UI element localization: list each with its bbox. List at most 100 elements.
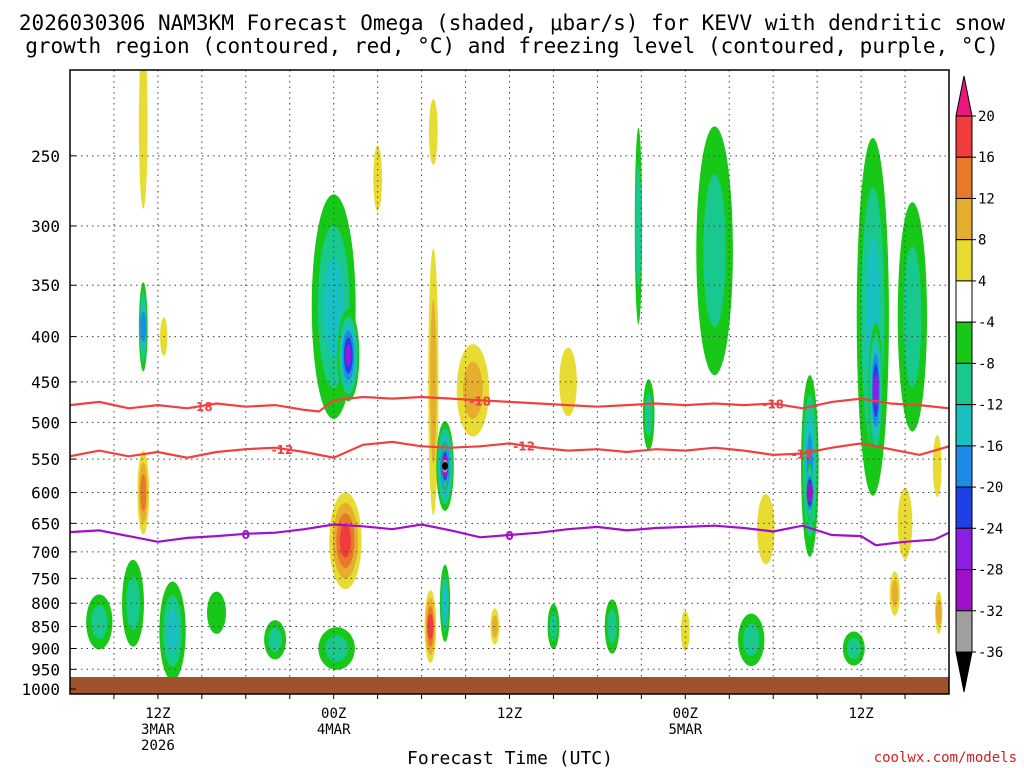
x-tick-label: 12Z — [497, 706, 522, 722]
omega-shading — [86, 70, 943, 681]
chart-title-line1: 2026030306 NAM3KM Forecast Omega (shaded… — [19, 11, 1006, 35]
omega-cell — [932, 435, 942, 497]
y-tick-label: 500 — [31, 413, 60, 432]
x-tick-label: 12Z — [145, 706, 170, 722]
x-tick-label: 3MAR — [141, 722, 175, 738]
y-tick-label: 400 — [31, 328, 60, 347]
omega-cell — [897, 487, 913, 559]
contour-line — [70, 395, 949, 413]
colorbar: 20 16 12 8 4 -4 -8 -12 -16 -20 -24 -28 -32 -36 — [955, 75, 1003, 693]
omega-cell — [206, 591, 227, 634]
y-tick-label: 800 — [31, 594, 60, 613]
omega-cell — [607, 609, 617, 644]
omega-cell — [935, 599, 942, 626]
omega-cell — [140, 473, 147, 512]
contour-line — [70, 440, 949, 459]
omega-cell — [743, 623, 760, 657]
colorbar-segment — [955, 610, 973, 653]
colorbar-segment — [955, 569, 973, 612]
colorbar-tick-label: 4 — [978, 274, 986, 290]
contour-label: -12 — [513, 440, 535, 454]
colorbar-segment — [955, 239, 973, 282]
colorbar-tick-label: 16 — [978, 150, 995, 166]
colorbar-tick-label: -4 — [978, 315, 995, 331]
x-tick-label: 00Z — [673, 706, 698, 722]
x-tick-label: 4MAR — [317, 722, 351, 738]
y-tick-label: 600 — [31, 484, 60, 503]
plot-area: -18 -18 -18 -12 -12 -12 0 0 — [69, 69, 950, 695]
omega-cell — [166, 609, 179, 654]
y-tick-label: 1000 — [21, 680, 60, 699]
colorbar-tick-label: -16 — [978, 439, 1003, 455]
omega-cell — [462, 361, 483, 419]
contour-label: -18 — [191, 400, 213, 414]
colorbar-segment — [955, 280, 973, 323]
y-tick-label: 750 — [31, 569, 60, 588]
ground-strip — [70, 677, 949, 694]
omega-cell — [757, 494, 775, 565]
colorbar-tick-label: -36 — [978, 645, 1003, 661]
omega-cell — [903, 246, 922, 388]
colorbar-tick-label: 12 — [978, 191, 995, 207]
omega-cell — [339, 523, 352, 558]
colorbar-tick-label: -12 — [978, 398, 1003, 414]
omega-cell — [427, 613, 434, 640]
chart-title-line2: growth region (contoured, red, °C) and f… — [25, 34, 999, 58]
y-tick-label: 950 — [31, 660, 60, 679]
colorbar-tick-label: -20 — [978, 480, 1003, 496]
y-tick-label: 850 — [31, 618, 60, 637]
omega-cell — [268, 627, 282, 652]
contour-label: 0 — [505, 529, 513, 543]
omega-cell — [635, 165, 642, 287]
contour-label: -18 — [762, 398, 784, 412]
colorbar-segment — [955, 404, 973, 447]
colorbar-tick-label: 8 — [978, 233, 986, 249]
y-tick-label: 350 — [31, 276, 60, 295]
colorbar-segment — [955, 115, 973, 158]
y-tick-label: 550 — [31, 450, 60, 469]
omega-cell — [126, 576, 140, 630]
omega-cell — [806, 486, 813, 499]
colorbar-segment — [955, 445, 973, 488]
omega-cell — [442, 462, 449, 471]
colorbar-segment — [955, 527, 973, 571]
y-axis: 250 300 350 400 450 500 550 600 650 700 750 800 850 9… — [21, 147, 76, 699]
colorbar-bottom-triangle — [955, 651, 973, 693]
x-tick-label: 2026 — [141, 738, 175, 754]
y-tick-label: 900 — [31, 640, 60, 659]
colorbar-segment — [955, 156, 973, 199]
omega-cell — [847, 637, 861, 660]
omega-cell — [138, 70, 148, 209]
contour-line — [70, 523, 949, 547]
y-tick-label: 450 — [31, 373, 60, 392]
colorbar-tick-label: -28 — [978, 563, 1003, 579]
contour-label: -12 — [792, 447, 814, 461]
omega-cell — [345, 344, 352, 367]
credit-text: coolwx.com/models — [874, 750, 1017, 766]
colorbar-top-triangle — [955, 75, 973, 117]
colorbar-tick-label: -8 — [978, 356, 995, 372]
colorbar-tick-label: 20 — [978, 109, 995, 125]
temperature-contours: -18 -18 -18 -12 -12 -12 0 0 — [70, 394, 949, 547]
omega-cell — [891, 579, 898, 608]
omega-cell — [559, 347, 577, 417]
omega-cell — [703, 174, 726, 328]
y-tick-label: 300 — [31, 217, 60, 236]
omega-cell — [325, 635, 348, 662]
omega-cell — [645, 392, 653, 437]
omega-cell — [373, 145, 383, 211]
colorbar-tick-label: -32 — [978, 604, 1003, 620]
y-tick-label: 700 — [31, 543, 60, 562]
y-tick-label: 250 — [31, 147, 60, 166]
colorbar-segment — [955, 197, 973, 241]
x-tick-label: 12Z — [848, 706, 873, 722]
omega-cell — [91, 605, 108, 639]
colorbar-tick-label: -24 — [978, 521, 1003, 537]
colorbar-segment — [955, 362, 973, 406]
colorbar-segment — [955, 486, 973, 529]
x-tick-label: 5MAR — [668, 722, 702, 738]
contour-label: -12 — [272, 443, 294, 457]
y-tick-label: 650 — [31, 514, 60, 533]
